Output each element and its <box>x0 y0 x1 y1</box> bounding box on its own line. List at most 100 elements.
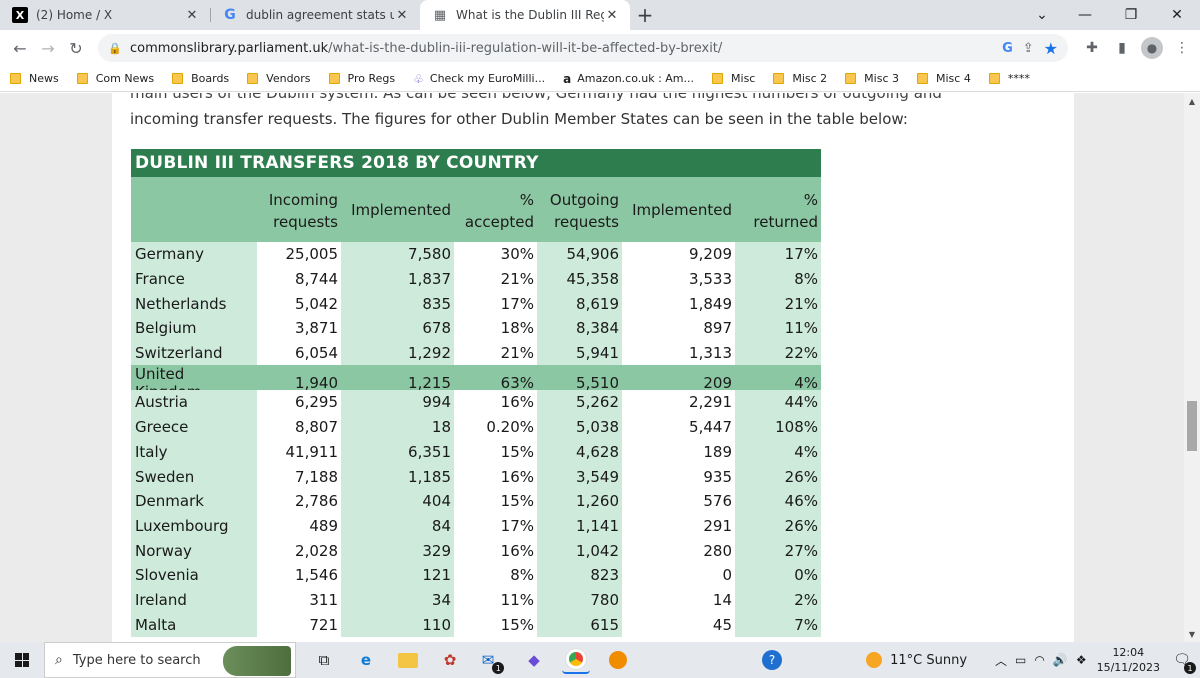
weather-widget[interactable]: 11°C Sunny <box>866 652 967 668</box>
new-tab-button[interactable]: + <box>636 3 654 27</box>
tab-title: dublin agreement stats uk - Goo <box>246 8 394 22</box>
x-logo-icon: X <box>12 7 28 23</box>
bookmark-misc-2[interactable]: Misc 2 <box>773 72 827 85</box>
close-icon[interactable]: ✕ <box>396 7 408 23</box>
system-tray: ︿ ▭ ◠ 🔊 ❖ <box>995 652 1087 669</box>
country-cell: Italy <box>131 439 257 465</box>
value-cell: 8,384 <box>537 316 622 341</box>
task-view-icon[interactable]: ⧉ <box>318 651 330 669</box>
side-panel-icon[interactable]: ▮ <box>1118 40 1126 56</box>
close-icon[interactable]: ✕ <box>606 7 618 23</box>
extensions-icon[interactable]: ✚ <box>1086 40 1098 56</box>
chevron-down-icon[interactable]: ⌄ <box>1036 7 1048 23</box>
value-cell: 1,837 <box>341 266 454 292</box>
tab-twitter[interactable]: X (2) Home / X ✕ <box>0 0 210 30</box>
value-cell: 17% <box>735 242 821 267</box>
value-cell: 17% <box>454 291 537 317</box>
bookmark-boards[interactable]: Boards <box>172 72 229 85</box>
value-cell: 615 <box>537 612 622 637</box>
bookmark-news[interactable]: News <box>10 72 59 85</box>
bookmark-euromillions[interactable]: ♧ Check my EuroMilli... <box>413 72 545 86</box>
tab-dublin-article[interactable]: ▦ What is the Dublin III Regulation ✕ <box>420 0 630 30</box>
lock-icon[interactable]: 🔒 <box>108 41 122 55</box>
url-path: /what-is-the-dublin-iii-regulation-will-… <box>328 40 723 56</box>
start-button[interactable] <box>0 642 44 678</box>
bookmark-amazon[interactable]: a Amazon.co.uk : Am... <box>563 72 694 86</box>
forward-button[interactable]: → <box>41 38 55 58</box>
taskbar-search-box[interactable]: ⌕ Type here to search <box>44 642 296 678</box>
table-row: Sweden 7,188 1,185 16% 3,549 935 26% <box>131 464 821 489</box>
mail-icon[interactable]: ✉ 1 <box>478 646 506 674</box>
bookmark-stars[interactable]: **** <box>988 72 1030 85</box>
google-translate-icon[interactable]: G <box>1002 40 1013 56</box>
value-cell: 21% <box>454 340 537 366</box>
scroll-down-arrow-icon[interactable]: ▼ <box>1188 629 1196 639</box>
windows-logo-icon <box>15 653 29 667</box>
dropbox-icon[interactable]: ❖ <box>1075 653 1087 667</box>
vertical-scrollbar[interactable]: ▲ ▼ <box>1184 93 1200 642</box>
help-icon[interactable]: ? <box>762 650 782 670</box>
country-cell: Greece <box>131 414 257 440</box>
dublin-transfers-table: DUBLIN III TRANSFERS 2018 BY COUNTRY Inc… <box>131 149 821 637</box>
value-cell: 189 <box>622 439 735 465</box>
value-cell: 30% <box>454 242 537 267</box>
back-button[interactable]: ← <box>13 38 27 58</box>
value-cell: 8% <box>735 266 821 292</box>
chrome-icon[interactable] <box>562 646 590 674</box>
system-clock[interactable]: 12:04 15/11/2023 <box>1097 645 1160 675</box>
country-cell: Denmark <box>131 488 257 514</box>
paragraph-cut-line: main users of the Dublin system. As can … <box>130 93 942 102</box>
restore-button[interactable]: ❐ <box>1124 7 1138 23</box>
value-cell: 576 <box>622 488 735 514</box>
bookmark-misc-3[interactable]: Misc 3 <box>845 72 899 85</box>
table-header-row: Incoming requests Implemented % accepted… <box>131 177 821 242</box>
reload-button[interactable]: ↻ <box>69 38 83 58</box>
value-cell: 678 <box>341 316 454 341</box>
folder-icon <box>76 73 88 84</box>
close-window-button[interactable]: ✕ <box>1171 7 1183 23</box>
wifi-icon[interactable]: ◠ <box>1034 653 1045 667</box>
edge-icon[interactable]: e <box>360 651 372 669</box>
value-cell: 935 <box>622 464 735 489</box>
value-cell: 44% <box>735 390 821 415</box>
value-cell: 41,911 <box>257 439 341 465</box>
value-cell: 7% <box>735 612 821 637</box>
folder-icon <box>10 73 21 84</box>
profile-avatar[interactable]: ● <box>1140 36 1164 60</box>
bookmark-vendors[interactable]: Vendors <box>247 72 311 85</box>
chevron-up-icon[interactable]: ︿ <box>995 653 1008 668</box>
value-cell: 6,351 <box>341 439 454 465</box>
bookmark-misc-4[interactable]: Misc 4 <box>917 72 971 85</box>
tab-google-search[interactable]: G dublin agreement stats uk - Goo ✕ <box>210 0 420 30</box>
volume-icon[interactable]: 🔊 <box>1052 653 1068 667</box>
share-icon[interactable]: ⇪ <box>1022 40 1034 56</box>
scroll-up-arrow-icon[interactable]: ▲ <box>1188 96 1196 106</box>
country-cell: Ireland <box>131 587 257 613</box>
bookmark-label: Vendors <box>266 72 311 85</box>
photo-app-icon[interactable]: ✿ <box>443 651 457 669</box>
bookmark-star-icon[interactable]: ★ <box>1043 38 1058 58</box>
country-cell: Luxembourg <box>131 513 257 539</box>
table-row: Greece 8,807 18 0.20% 5,038 5,447 108% <box>131 414 821 440</box>
orange-app-icon[interactable] <box>604 646 632 674</box>
bookmark-com-news[interactable]: Com News <box>76 72 154 85</box>
value-cell: 835 <box>341 291 454 317</box>
folder-icon <box>773 73 785 84</box>
bookmark-misc[interactable]: Misc <box>712 72 755 85</box>
value-cell: 8% <box>454 562 537 588</box>
address-bar[interactable]: 🔒 commonslibrary.parliament.uk /what-is-… <box>98 34 1068 62</box>
minimize-button[interactable]: — <box>1078 7 1092 23</box>
purple-app-icon[interactable]: ◆ <box>528 651 540 669</box>
file-explorer-icon[interactable] <box>394 646 422 674</box>
notification-icon[interactable]: 🗨 1 <box>1170 648 1196 674</box>
scrollbar-thumb[interactable] <box>1187 401 1197 451</box>
bookmark-pro-regs[interactable]: Pro Regs <box>328 72 395 85</box>
menu-icon[interactable]: ⋮ <box>1175 40 1189 56</box>
close-icon[interactable]: ✕ <box>186 7 198 23</box>
table-row: Luxembourg 489 84 17% 1,141 291 26% <box>131 513 821 539</box>
value-cell: 17% <box>454 513 537 539</box>
value-cell: 16% <box>454 464 537 489</box>
bookmark-label: Check my EuroMilli... <box>429 72 546 85</box>
battery-icon[interactable]: ▭ <box>1015 653 1027 667</box>
column-header <box>131 177 257 242</box>
